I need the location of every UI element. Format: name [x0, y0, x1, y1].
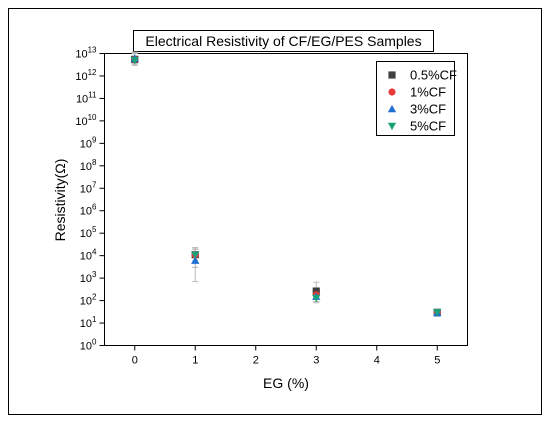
- x-tick-label: 5: [434, 355, 440, 367]
- y-tick-label: 105: [80, 225, 97, 240]
- chart-title-box: [133, 30, 434, 52]
- x-tick-label: 1: [192, 355, 198, 367]
- x-tick-label: 3: [313, 355, 319, 367]
- y-tick-label: 1013: [75, 46, 97, 61]
- legend-marker-3: [387, 104, 397, 113]
- legend: 0.5%CF 1%CF 3%CF 5%CF: [376, 61, 457, 136]
- y-tick-label: 1010: [75, 113, 97, 128]
- chart-title: Electrical Resistivity of CF/EG/PES Samp…: [133, 30, 434, 52]
- x-axis: 0 1 2 3 4 5: [132, 345, 440, 367]
- chart-title-text: Electrical Resistivity of CF/EG/PES Samp…: [145, 33, 421, 49]
- y-tick-label: 104: [80, 248, 97, 263]
- legend-marker-4: [387, 122, 397, 131]
- y-tick-label: 1012: [75, 68, 97, 83]
- plot-area: [104, 53, 468, 346]
- legend-marker-2: [388, 88, 396, 96]
- y-tick-label: 107: [80, 180, 97, 195]
- x-tick-label: 2: [253, 355, 259, 367]
- y-tick-label: 103: [80, 270, 97, 285]
- legend-label: 0.5%CF: [410, 68, 457, 83]
- y-tick-label: 109: [80, 135, 97, 150]
- legend-label: 5%CF: [410, 119, 446, 134]
- y-tick-label: 102: [80, 293, 97, 308]
- y-tick-label: 106: [80, 203, 97, 218]
- x-tick-label: 0: [132, 355, 138, 367]
- data-point-4: [130, 57, 139, 65]
- data-point-4: [191, 251, 200, 259]
- y-tick-label: 100: [80, 338, 97, 353]
- y-tick-label: 101: [80, 315, 97, 330]
- figure-border: [8, 8, 542, 415]
- y-axis-title: Resistivity(Ω): [52, 159, 68, 242]
- y-tick-label: 1011: [76, 90, 97, 105]
- data-point-4: [312, 294, 321, 303]
- legend-label: 3%CF: [410, 102, 446, 117]
- x-tick-label: 4: [374, 355, 380, 367]
- data-point-4: [433, 309, 442, 317]
- y-tick-label: 108: [80, 158, 97, 173]
- legend-label: 1%CF: [410, 85, 446, 100]
- x-axis-title: EG (%): [263, 375, 309, 391]
- y-axis: 100 101 102 103 104 105 106 107 108 109 1010 1011 10…: [75, 46, 105, 353]
- data-point-3: [191, 256, 200, 264]
- data-points: [130, 54, 442, 317]
- legend-marker-1: [388, 71, 396, 79]
